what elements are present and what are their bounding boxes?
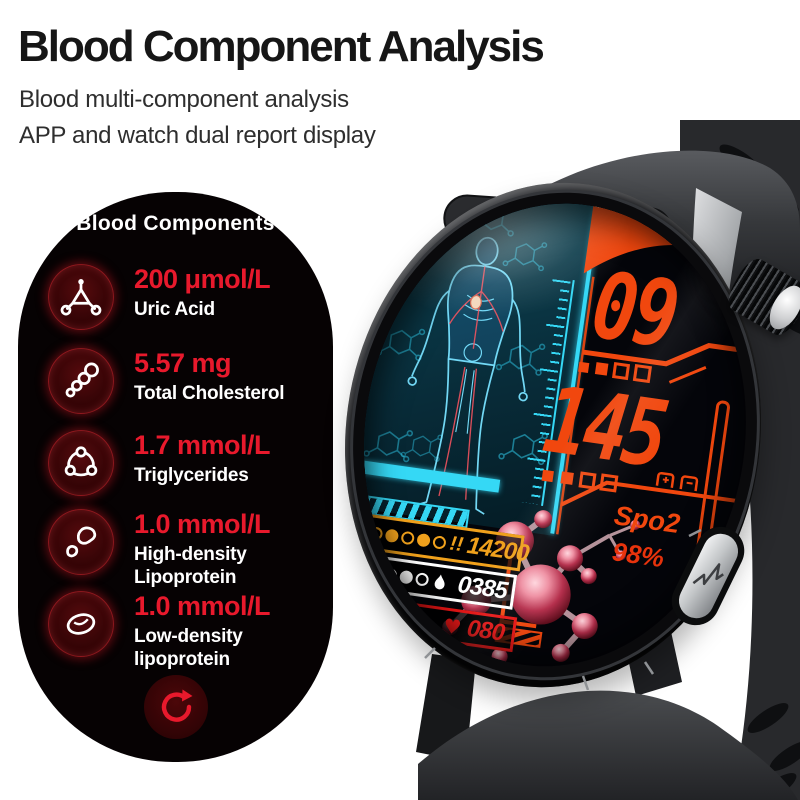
item-value: 1.7 mmol/L (134, 430, 271, 460)
heart-icon: ♥ (441, 612, 463, 640)
progress-dot (367, 565, 382, 581)
hdl-cells-icon (48, 509, 114, 575)
item-value: 200 μmol/L (134, 264, 271, 294)
item-value: 5.57 mg (134, 348, 232, 378)
item-label: Total Cholesterol (134, 383, 285, 404)
page-title: Blood Component Analysis (18, 22, 545, 71)
refresh-icon (161, 689, 193, 722)
list-item: 200 μmol/L Uric Acid (48, 264, 271, 330)
calories-value: 0385 (456, 570, 509, 605)
item-label-2: Lipoprotein (134, 567, 237, 588)
progress-dot (383, 567, 398, 583)
watch-face: 09 145 Spo2 98% !! 14200 0385 ♥ 080 (334, 178, 776, 692)
item-value: 1.0 mmol/L (134, 591, 271, 621)
ldl-blood-cell-icon (48, 591, 114, 657)
list-item: 1.0 mmol/L High-density Lipoprotein (48, 509, 271, 589)
steps-icon: !! (448, 532, 465, 556)
heart-rate-value: 080 (465, 614, 506, 647)
uric-acid-molecule-icon (48, 264, 114, 330)
progress-dot (416, 532, 431, 548)
item-label: Uric Acid (134, 299, 215, 320)
ecg-waveform-icon (692, 563, 724, 586)
cholesterol-chain-icon (48, 348, 114, 414)
blood-components-panel: Blood Components 200 μmol/L Uric Acid 5.… (18, 192, 333, 762)
strap-bottom (418, 690, 798, 800)
item-label: Triglycerides (134, 465, 249, 486)
progress-dot (398, 569, 414, 585)
battery-icons (655, 471, 699, 492)
flame-icon (434, 573, 445, 589)
refresh-button[interactable] (144, 675, 208, 739)
item-label: High-density (134, 544, 247, 565)
progress-dot (384, 527, 400, 543)
triglycerides-ring-icon (48, 430, 114, 496)
digits-top: 09 (586, 251, 683, 370)
progress-dot (414, 572, 430, 587)
smartwatch: 09 145 Spo2 98% !! 14200 0385 ♥ 080 (312, 120, 800, 800)
progress-dot (368, 525, 384, 541)
subtitle-line-2: APP and watch dual report display (19, 122, 376, 149)
item-value: 1.0 mmol/L (134, 509, 271, 539)
list-item: 1.0 mmol/L Low-density lipoprotein (48, 591, 271, 671)
item-label-2: lipoprotein (134, 649, 230, 670)
list-item: 5.57 mg Total Cholesterol (48, 348, 285, 414)
list-item: 1.7 mmol/L Triglycerides (48, 430, 271, 496)
subtitle-line-1: Blood multi-component analysis (19, 86, 349, 113)
ecg-side-button[interactable] (673, 527, 744, 625)
progress-dot (432, 534, 447, 550)
item-label: Low-density (134, 626, 243, 647)
steps-value: 14200 (465, 531, 531, 568)
progress-dot (400, 530, 416, 545)
digits-bottom: 145 (537, 365, 670, 489)
panel-title: Blood Components (76, 212, 275, 235)
